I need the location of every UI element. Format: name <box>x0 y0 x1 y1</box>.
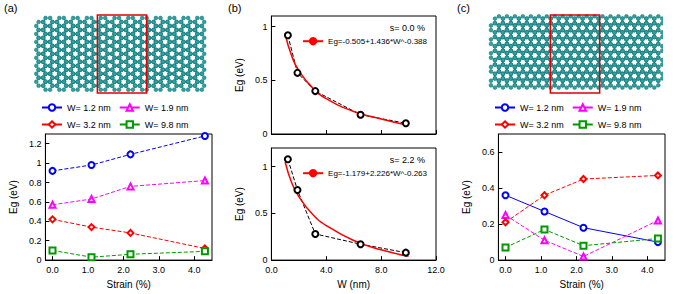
svg-text:W= 9.8 nm: W= 9.8 nm <box>598 120 642 130</box>
svg-text:0.6: 0.6 <box>482 147 495 157</box>
svg-text:0: 0 <box>262 255 267 265</box>
svg-text:2.0: 2.0 <box>570 265 583 275</box>
svg-text:Eg=-1.179+2.226*W^-0.263: Eg=-1.179+2.226*W^-0.263 <box>328 169 427 178</box>
svg-text:3.0: 3.0 <box>153 265 166 275</box>
html-text:(c): (c) <box>457 2 470 14</box>
svg-text:0: 0 <box>36 255 41 265</box>
svg-text:Eg (eV): Eg (eV) <box>234 58 245 92</box>
svg-text:4.0: 4.0 <box>320 265 333 275</box>
svg-text:W= 9.8 nm: W= 9.8 nm <box>145 120 189 130</box>
svg-text:0.0: 0.0 <box>499 265 512 275</box>
svg-text:W= 3.2 nm: W= 3.2 nm <box>520 120 564 130</box>
svg-text:W= 1.9 nm: W= 1.9 nm <box>598 103 642 113</box>
svg-text:Eg (eV): Eg (eV) <box>234 187 245 221</box>
svg-text:Eg (eV): Eg (eV) <box>461 180 472 214</box>
svg-text:0.5: 0.5 <box>255 75 268 85</box>
html-text:(a): (a) <box>4 2 18 14</box>
svg-text:W= 1.2 nm: W= 1.2 nm <box>520 103 564 113</box>
svg-text:s= 2.2 %: s= 2.2 % <box>390 155 425 165</box>
svg-text:4.0: 4.0 <box>641 265 654 275</box>
svg-text:0.2: 0.2 <box>482 219 495 229</box>
svg-text:1.2: 1.2 <box>29 139 42 149</box>
svg-text:W= 1.2 nm: W= 1.2 nm <box>67 103 111 113</box>
svg-text:3.0: 3.0 <box>606 265 619 275</box>
svg-text:1: 1 <box>262 22 267 32</box>
svg-text:0.5: 0.5 <box>255 208 268 218</box>
svg-text:1.0: 1.0 <box>535 265 548 275</box>
svg-text:Eg (eV): Eg (eV) <box>8 180 19 214</box>
svg-text:W (nm): W (nm) <box>337 279 370 290</box>
svg-text:1.0: 1.0 <box>82 265 95 275</box>
svg-text:Strain (%): Strain (%) <box>106 279 150 290</box>
svg-text:0.6: 0.6 <box>29 197 42 207</box>
svg-text:Eg=-0.505+1.436*W^-0.388: Eg=-0.505+1.436*W^-0.388 <box>328 37 427 46</box>
svg-text:0.4: 0.4 <box>29 216 42 226</box>
svg-text:4.0: 4.0 <box>188 265 201 275</box>
svg-text:Strain (%): Strain (%) <box>559 279 603 290</box>
svg-text:0.0: 0.0 <box>265 265 278 275</box>
svg-text:0: 0 <box>262 129 267 139</box>
svg-text:8.0: 8.0 <box>375 265 388 275</box>
svg-text:2.0: 2.0 <box>117 265 130 275</box>
svg-text:0: 0 <box>489 255 494 265</box>
svg-text:1: 1 <box>36 158 41 168</box>
svg-text:1: 1 <box>262 162 267 172</box>
svg-text:W= 1.9 nm: W= 1.9 nm <box>145 103 189 113</box>
svg-text:0.4: 0.4 <box>482 183 495 193</box>
svg-text:W= 3.2 nm: W= 3.2 nm <box>67 120 111 130</box>
svg-text:0.8: 0.8 <box>29 178 42 188</box>
html-text:(b): (b) <box>228 2 242 14</box>
svg-text:0.2: 0.2 <box>29 236 42 246</box>
svg-text:12.0: 12.0 <box>427 265 445 275</box>
svg-text:0.0: 0.0 <box>46 265 59 275</box>
svg-text:s= 0.0 %: s= 0.0 % <box>390 23 425 33</box>
